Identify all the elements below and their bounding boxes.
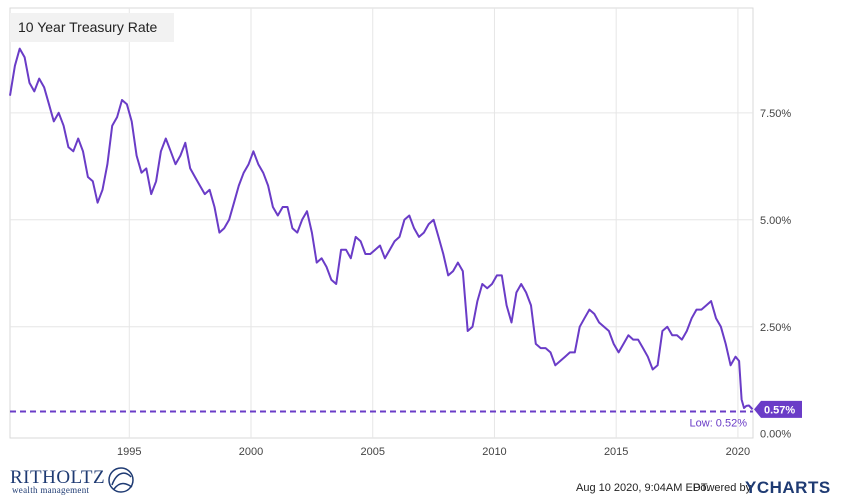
grid [10, 8, 753, 438]
brand-emblem-icon [108, 467, 134, 493]
last-value-badge [754, 400, 802, 418]
timestamp: Aug 10 2020, 9:04AM EDT. [576, 482, 710, 494]
ycharts-logo: YCHARTS [745, 478, 831, 497]
x-tick-label: 2010 [482, 446, 506, 458]
x-tick-label: 2005 [360, 446, 384, 458]
ritholtz-logo: RITHOLTZ wealth management [10, 463, 140, 499]
last-value-marker: 0.57% [754, 400, 802, 418]
treasury-rate-line [9, 47, 754, 410]
last-value-text: 0.57% [764, 404, 795, 416]
brand-subtitle: wealth management [12, 485, 90, 495]
y-tick-label: 0.00% [760, 429, 791, 441]
low-reference-label: Low: 0.52% [690, 417, 748, 429]
x-tick-label: 1995 [117, 446, 141, 458]
y-tick-label: 7.50% [760, 108, 791, 120]
x-tick-label: 2020 [726, 446, 750, 458]
chart-title: 10 Year Treasury Rate [10, 13, 174, 42]
axis-ticks: 1995 2000 2005 2010 2015 2020 7.50% 5.00% 2.50% 0… [117, 108, 791, 458]
x-tick-label: 2015 [604, 446, 628, 458]
plot-border [9, 7, 754, 439]
y-tick-label: 2.50% [760, 322, 791, 334]
brand-name: RITHOLTZ [10, 467, 106, 488]
x-tick-label: 2000 [239, 446, 263, 458]
powered-by-label: Powered by [693, 482, 752, 494]
y-tick-label: 5.00% [760, 215, 791, 227]
